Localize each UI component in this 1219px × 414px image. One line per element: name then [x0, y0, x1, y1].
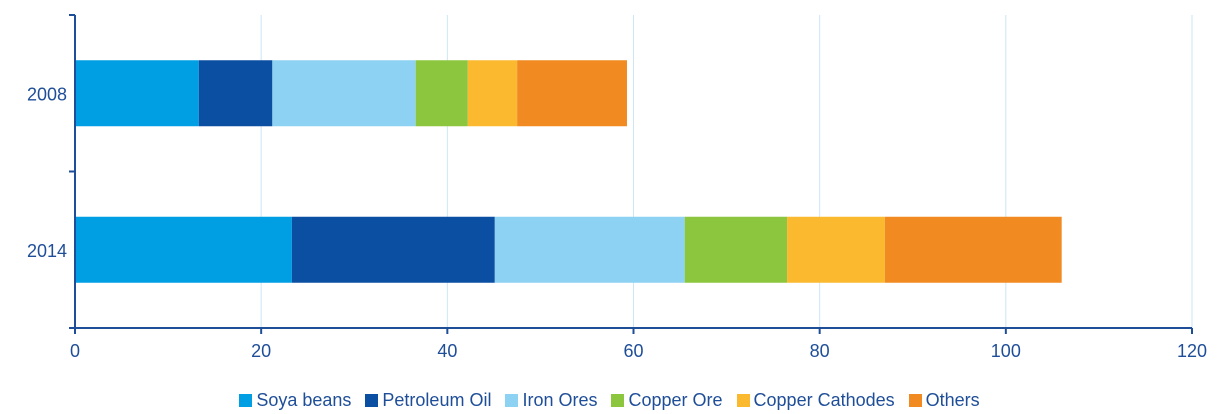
bar-2008-copper-cathodes — [467, 60, 518, 127]
bar-2014-petroleum-oil — [291, 216, 495, 283]
bar-2008-soya-beans — [75, 60, 199, 127]
x-tick-label-80: 80 — [810, 341, 830, 361]
bar-2014-copper-cathodes — [787, 216, 885, 283]
legend-label-copper-cathodes: Copper Cathodes — [753, 390, 895, 410]
bar-2014-iron-ores — [494, 216, 685, 283]
legend-swatch-others — [908, 394, 922, 407]
x-tick-label-40: 40 — [437, 341, 457, 361]
stacked-bar-chart: 2008 2014 0 20 40 60 80 100 120 — [27, 14, 1207, 361]
x-tick-label-60: 60 — [623, 341, 643, 361]
legend-item-copper-ore: Copper Ore — [611, 390, 723, 411]
bar-2014-soya-beans — [75, 216, 292, 283]
bar-2014-copper-ore — [684, 216, 788, 283]
x-tick-label-100: 100 — [991, 341, 1021, 361]
legend-swatch-copper-cathodes — [736, 394, 750, 407]
legend-item-soya-beans: Soya beans — [239, 390, 351, 411]
legend-swatch-petroleum-oil — [365, 394, 379, 407]
bar-2008-petroleum-oil — [198, 60, 273, 127]
legend-swatch-copper-ore — [611, 394, 625, 407]
legend-swatch-iron-ores — [505, 394, 519, 407]
legend-item-iron-ores: Iron Ores — [505, 390, 597, 411]
bar-2008-iron-ores — [272, 60, 416, 127]
legend-label-copper-ore: Copper Ore — [628, 390, 723, 410]
x-tick-label-120: 120 — [1177, 341, 1207, 361]
bar-2008-others — [517, 60, 627, 127]
legend-item-copper-cathodes: Copper Cathodes — [736, 390, 895, 411]
legend-item-others: Others — [908, 390, 980, 411]
x-tick-label-0: 0 — [70, 341, 80, 361]
bar-2008-copper-ore — [415, 60, 468, 127]
bar-2014-others — [884, 216, 1062, 283]
legend-label-iron-ores: Iron Ores — [522, 390, 598, 410]
legend-label-others: Others — [925, 390, 980, 410]
legend-label-soya-beans: Soya beans — [256, 390, 352, 410]
category-label-2008: 2008 — [27, 84, 67, 104]
legend-item-petroleum-oil: Petroleum Oil — [365, 390, 491, 411]
x-tick-label-20: 20 — [251, 341, 271, 361]
legend-swatch-soya-beans — [239, 394, 253, 407]
legend-label-petroleum-oil: Petroleum Oil — [382, 390, 492, 410]
legend: Soya beans Petroleum Oil Iron Ores Copper O… — [0, 390, 1219, 411]
category-label-2014: 2014 — [27, 241, 67, 261]
